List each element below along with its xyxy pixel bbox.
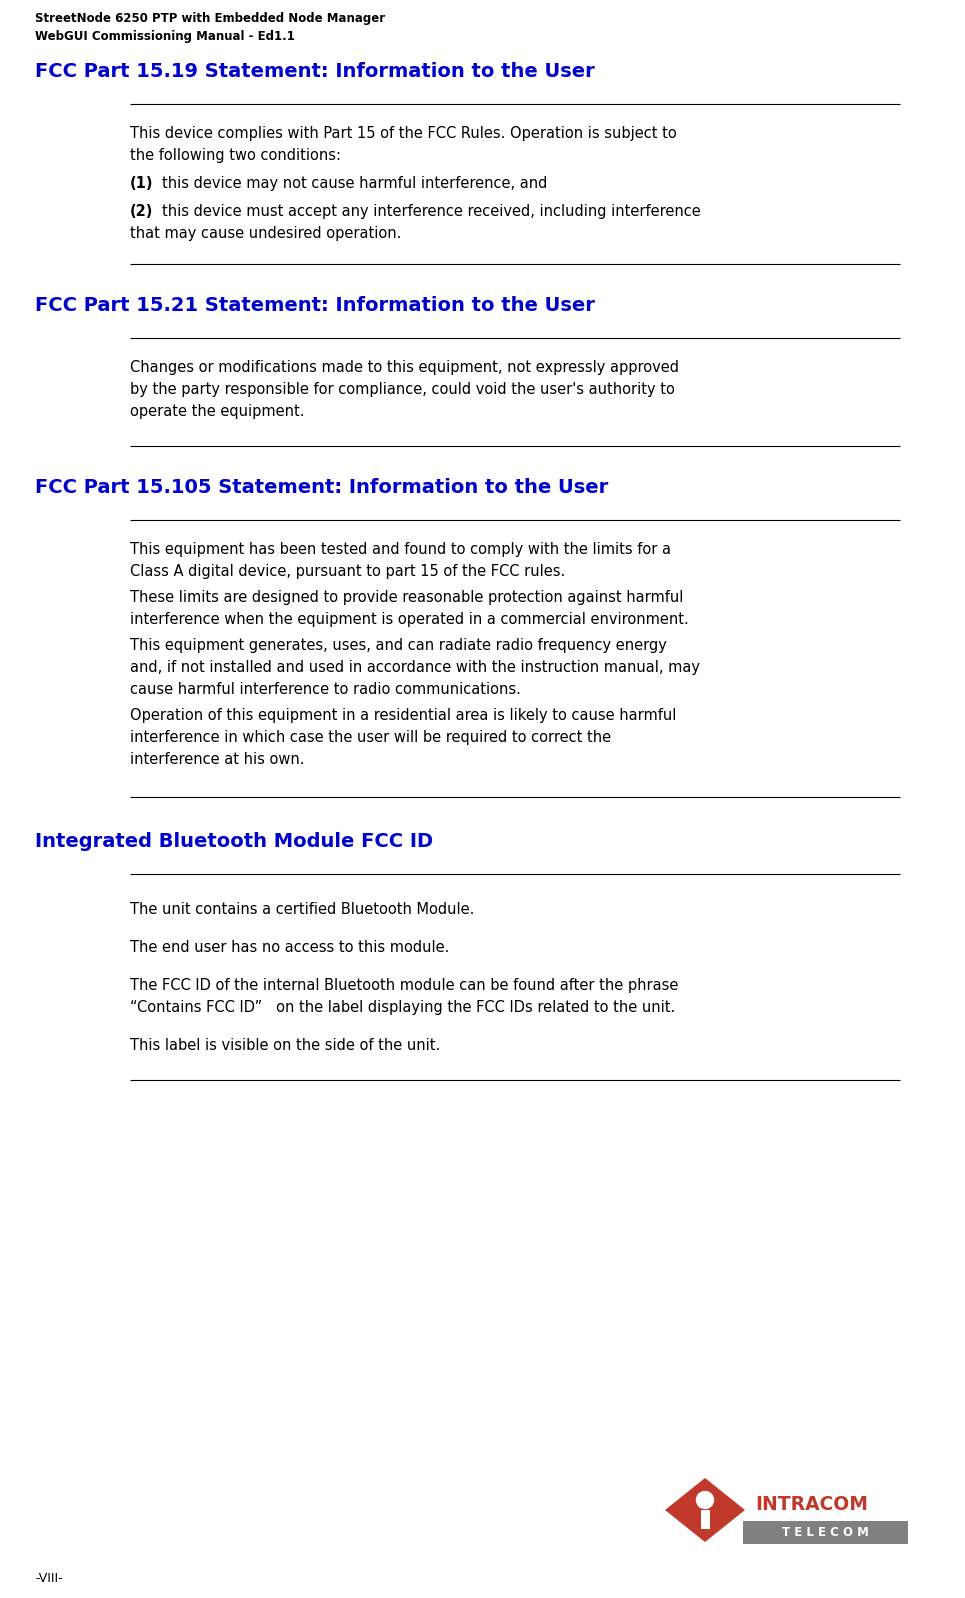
Text: This device complies with Part 15 of the FCC Rules. Operation is subject to: This device complies with Part 15 of the… — [130, 126, 676, 141]
Text: The end user has no access to this module.: The end user has no access to this modul… — [130, 940, 450, 956]
Text: This equipment has been tested and found to comply with the limits for a: This equipment has been tested and found… — [130, 542, 671, 558]
Text: (2): (2) — [130, 205, 153, 219]
Text: T E L E C O M: T E L E C O M — [782, 1526, 868, 1539]
Text: operate the equipment.: operate the equipment. — [130, 404, 305, 419]
Text: INTRACOM: INTRACOM — [755, 1494, 868, 1513]
Text: Integrated Bluetooth Module FCC ID: Integrated Bluetooth Module FCC ID — [35, 833, 433, 852]
Text: The unit contains a certified Bluetooth Module.: The unit contains a certified Bluetooth … — [130, 901, 475, 917]
Text: by the party responsible for compliance, could void the user's authority to: by the party responsible for compliance,… — [130, 382, 675, 396]
Text: Class A digital device, pursuant to part 15 of the FCC rules.: Class A digital device, pursuant to part… — [130, 564, 565, 578]
Text: The FCC ID of the internal Bluetooth module can be found after the phrase: The FCC ID of the internal Bluetooth mod… — [130, 978, 678, 992]
Text: and, if not installed and used in accordance with the instruction manual, may: and, if not installed and used in accord… — [130, 660, 700, 674]
Text: interference when the equipment is operated in a commercial environment.: interference when the equipment is opera… — [130, 612, 689, 626]
Text: FCC Part 15.105 Statement: Information to the User: FCC Part 15.105 Statement: Information t… — [35, 478, 608, 497]
Text: that may cause undesired operation.: that may cause undesired operation. — [130, 225, 401, 241]
Bar — [701, 1510, 709, 1529]
Text: the following two conditions:: the following two conditions: — [130, 149, 341, 163]
Text: This label is visible on the side of the unit.: This label is visible on the side of the… — [130, 1039, 440, 1053]
Text: (1): (1) — [130, 176, 153, 192]
Text: These limits are designed to provide reasonable protection against harmful: These limits are designed to provide rea… — [130, 590, 683, 606]
Text: interference in which case the user will be required to correct the: interference in which case the user will… — [130, 730, 611, 745]
Text: Changes or modifications made to this equipment, not expressly approved: Changes or modifications made to this eq… — [130, 360, 679, 376]
Text: WebGUI Commissioning Manual - Ed1.1: WebGUI Commissioning Manual - Ed1.1 — [35, 30, 295, 43]
Text: “Contains FCC ID”   on the label displaying the FCC IDs related to the unit.: “Contains FCC ID” on the label displayin… — [130, 1000, 675, 1015]
Text: this device may not cause harmful interference, and: this device may not cause harmful interf… — [162, 176, 547, 192]
Text: Operation of this equipment in a residential area is likely to cause harmful: Operation of this equipment in a residen… — [130, 708, 676, 722]
Text: -VIII-: -VIII- — [35, 1572, 63, 1585]
Polygon shape — [665, 1478, 745, 1542]
Bar — [743, 1521, 908, 1544]
Text: interference at his own.: interference at his own. — [130, 753, 305, 767]
Text: FCC Part 15.21 Statement: Information to the User: FCC Part 15.21 Statement: Information to… — [35, 296, 594, 315]
Text: FCC Part 15.19 Statement: Information to the User: FCC Part 15.19 Statement: Information to… — [35, 62, 594, 81]
Text: this device must accept any interference received, including interference: this device must accept any interference… — [162, 205, 701, 219]
Circle shape — [697, 1491, 713, 1509]
Text: StreetNode 6250 PTP with Embedded Node Manager: StreetNode 6250 PTP with Embedded Node M… — [35, 13, 385, 26]
Text: cause harmful interference to radio communications.: cause harmful interference to radio comm… — [130, 682, 521, 697]
Text: This equipment generates, uses, and can radiate radio frequency energy: This equipment generates, uses, and can … — [130, 638, 667, 654]
